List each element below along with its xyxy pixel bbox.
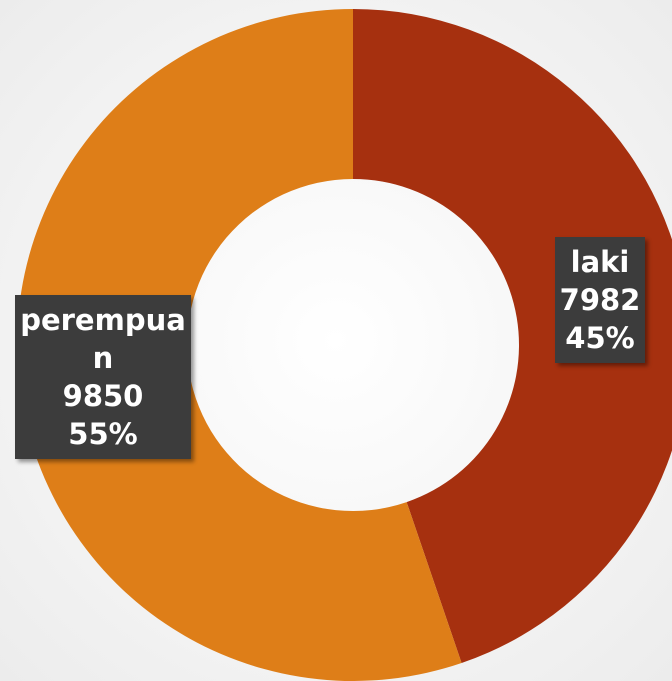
donut-slice (17, 9, 462, 681)
label-category: perempuan (20, 303, 186, 375)
data-label: perempuan 9850 55% (15, 295, 191, 459)
label-value: 7982 (559, 283, 641, 317)
label-category: laki (570, 245, 630, 279)
label-value: 9850 (62, 379, 144, 413)
label-percent: 55% (68, 417, 138, 451)
label-percent: 45% (565, 321, 635, 355)
data-label: laki 7982 45% (555, 237, 645, 363)
donut-slice (353, 9, 672, 663)
